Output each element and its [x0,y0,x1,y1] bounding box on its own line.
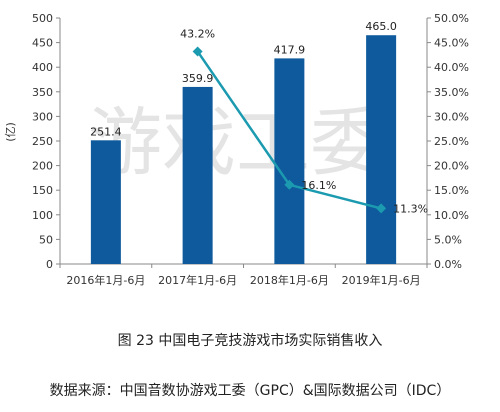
y2-tick-label: 50.0% [434,12,469,25]
growth-point [376,203,387,214]
y-tick-label: 100 [32,209,53,222]
x-tick-label: 2016年1月-6月 [66,273,145,287]
y2-tick-label: 20.0% [434,160,469,173]
bar-value-label: 251.4 [90,125,122,138]
y-tick-label: 0 [46,258,53,271]
bar [90,140,121,264]
bar-value-label: 417.9 [274,43,306,56]
y2-tick-label: 5.0% [434,233,462,246]
axes: 0 50 100 150 200 250 300 350 400 450 500 0.0% 5.0% 10… [32,12,469,287]
growth-value-label: 16.1% [301,179,336,192]
y-tick-label: 200 [32,160,53,173]
growth-value-label: 11.3% [393,202,428,215]
bars: 251.4 359.9 417.9 465.0 [90,20,397,264]
y2-tick-label: 45.0% [434,37,469,50]
data-source: 数据来源：中国音数协游戏工委（GPC）&国际数据公司（IDC） [49,383,451,399]
y2-tick-label: 15.0% [434,184,469,197]
growth-point [284,179,295,190]
y-tick-label: 50 [39,233,53,246]
bar [182,86,213,264]
y-tick-label: 450 [32,37,53,50]
y2-tick-label: 25.0% [434,135,469,148]
growth-value-label: 43.2% [180,27,215,40]
watermark: 游戏工委 [88,100,384,186]
figure-caption: 图 23 中国电子竞技游戏市场实际销售收入 [117,333,383,349]
y-tick-label: 250 [32,135,53,148]
bar-value-label: 465.0 [365,20,397,33]
x-tick-label: 2017年1月-6月 [158,273,237,287]
bar-value-label: 359.9 [182,72,214,85]
y-tick-label: 300 [32,110,53,123]
y2-tick-label: 10.0% [434,209,469,222]
growth-point [192,46,203,57]
y2-tick-label: 30.0% [434,110,469,123]
bar [366,35,397,264]
y-axis-label: (亿) [4,122,17,142]
y2-tick-label: 35.0% [434,86,469,99]
y2-tick-label: 40.0% [434,61,469,74]
x-tick-label: 2019年1月-6月 [342,273,421,287]
y-tick-label: 400 [32,61,53,74]
bar [274,58,305,264]
y-tick-label: 350 [32,86,53,99]
y-tick-label: 500 [32,12,53,25]
growth-line: 43.2% 16.1% 11.3% [180,27,428,215]
chart: 游戏工委 0 50 100 150 200 250 300 350 400 450 500 0.0% 5… [4,12,469,287]
y2-tick-label: 0.0% [434,258,462,271]
y-tick-label: 150 [32,184,53,197]
x-tick-label: 2018年1月-6月 [250,273,329,287]
